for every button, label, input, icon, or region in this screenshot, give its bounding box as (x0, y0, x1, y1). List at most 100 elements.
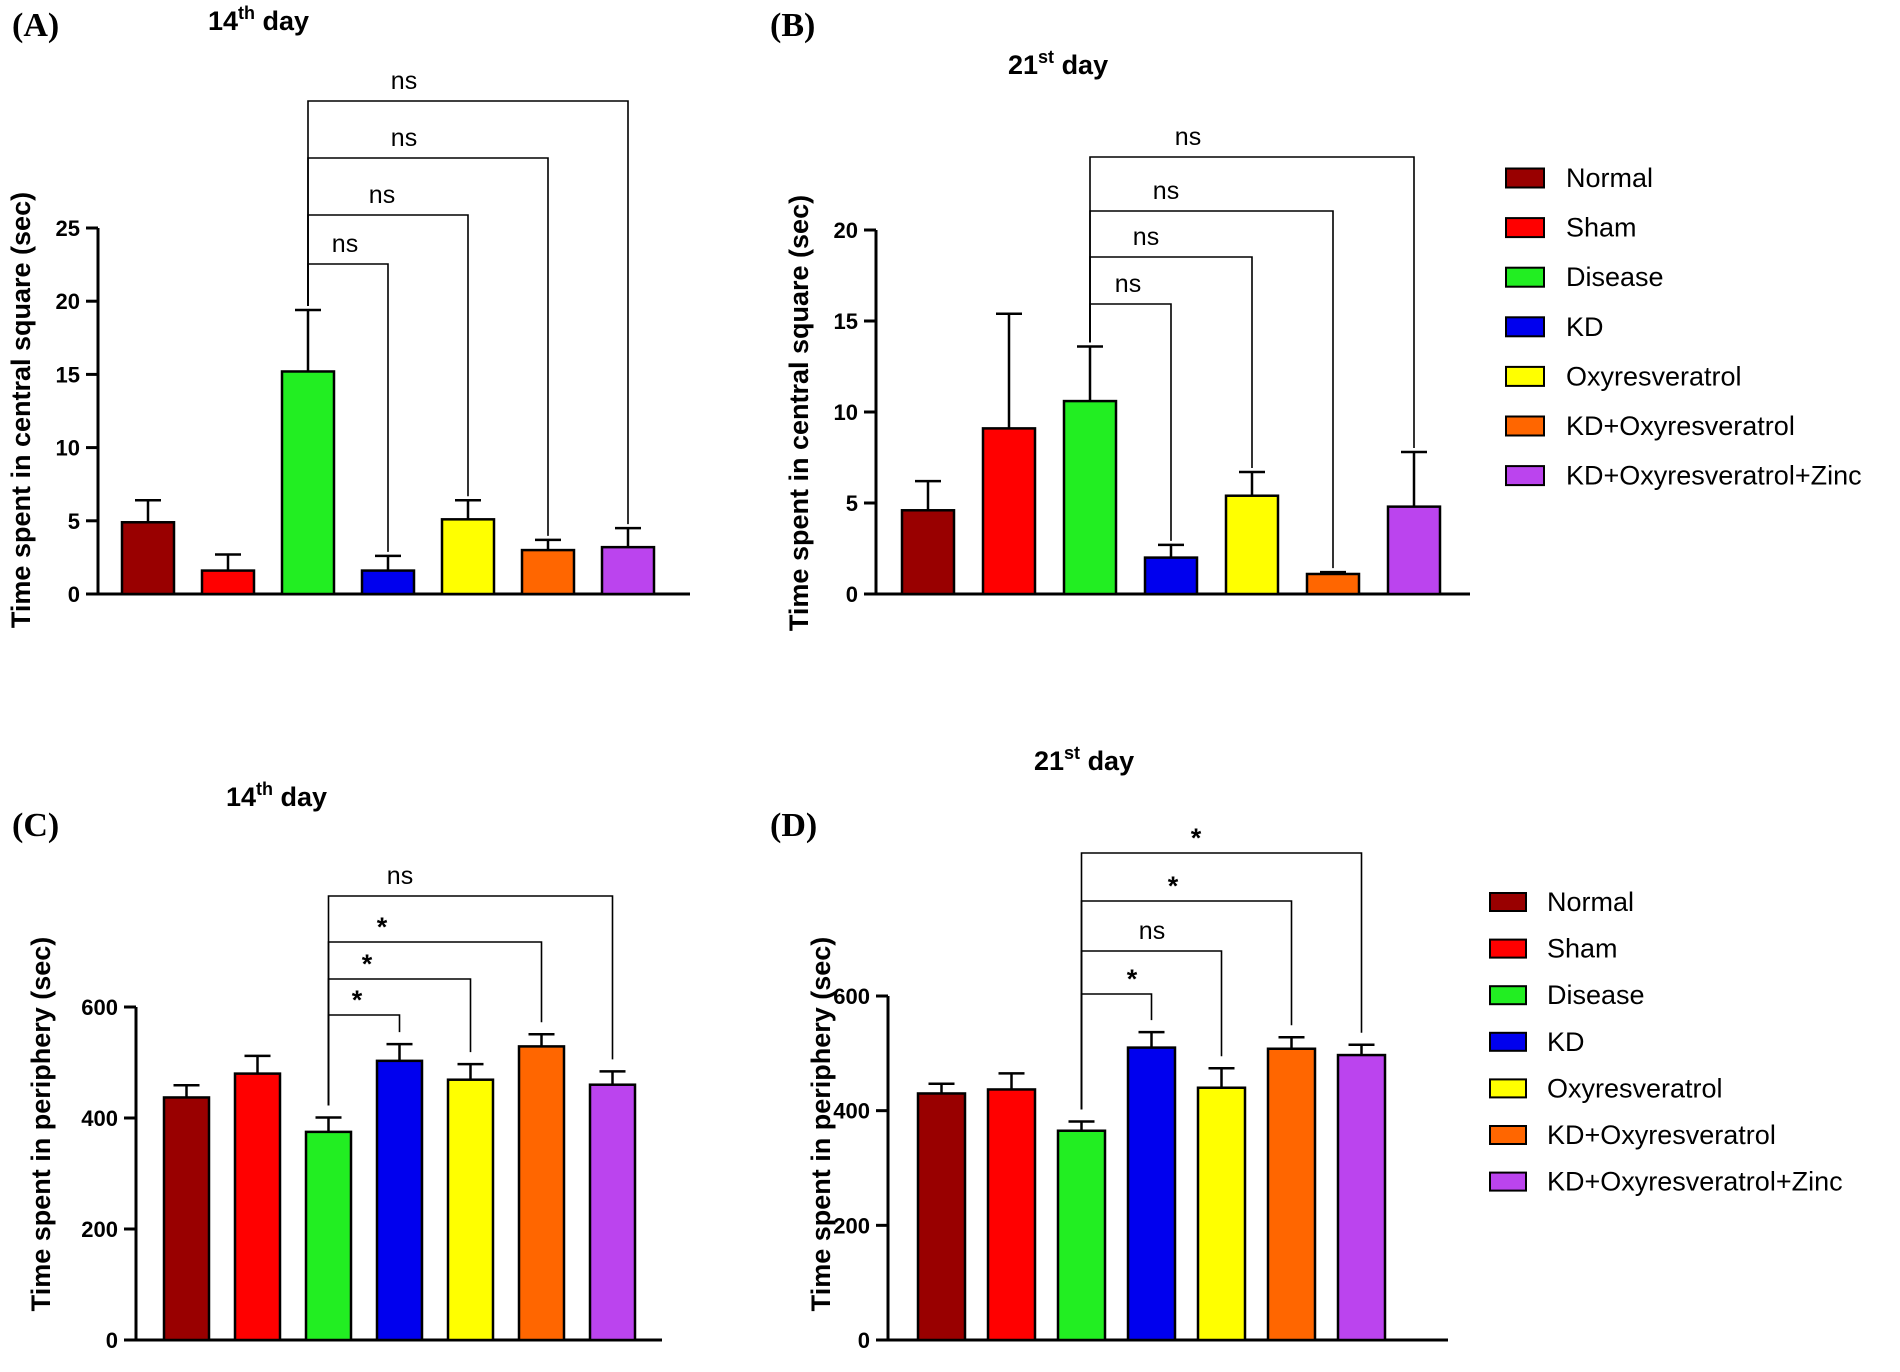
legend-label-2: Disease (1566, 262, 1664, 292)
y-tick-label: 5 (846, 491, 858, 516)
panel-letter: (B) (770, 7, 815, 44)
significance-label-0: ns (1115, 270, 1141, 298)
bar-6 (1336, 1053, 1387, 1342)
panel-title-rest: day (1080, 746, 1134, 776)
significance-bracket-2 (1089, 210, 1334, 569)
significance-label-1: ns (1133, 223, 1159, 251)
bar-2 (304, 1130, 353, 1342)
legend-swatch-4 (1505, 365, 1545, 387)
legend-1: Normal Sham Disease KD Oxyresveratrol KD+Oxyr… (1489, 887, 1843, 1197)
y-tick-label: 200 (833, 1213, 870, 1238)
y-tick-label: 0 (846, 582, 858, 607)
y-tick-label: 600 (81, 995, 118, 1020)
legend-label-1: Sham (1547, 934, 1618, 964)
legend-label-0: Normal (1547, 887, 1634, 917)
y-tick-label: 20 (834, 218, 858, 243)
panel-title-rest: day (255, 6, 309, 36)
legend-label-0: Normal (1566, 163, 1653, 193)
significance-bracket-3 (1089, 156, 1415, 449)
bar-0 (120, 521, 176, 596)
significance-label-3: * (1191, 823, 1202, 853)
panel-title-number: 14 (208, 6, 238, 36)
panel-title-superscript: th (238, 3, 255, 23)
bar-5 (520, 548, 576, 596)
panel-title-number: 21 (1034, 746, 1064, 776)
y-tick-label: 0 (68, 582, 80, 607)
bar-3 (360, 569, 416, 596)
legend-swatch-0 (1489, 892, 1527, 912)
y-tick-label: 0 (858, 1328, 870, 1353)
legend-swatch-3 (1489, 1031, 1527, 1052)
bar-1 (233, 1072, 282, 1342)
legend-0: Normal Sham Disease KD Oxyresveratrol KD+Oxyr… (1505, 163, 1862, 491)
legend-label-6: KD+Oxyresveratrol+Zinc (1566, 461, 1862, 491)
bar-3 (375, 1059, 424, 1342)
panel-letter: (D) (770, 807, 817, 844)
bar-4 (446, 1078, 495, 1342)
bar-2 (1062, 399, 1118, 596)
chart-panel-2: (C) 14th day Time spent in periphery (sec)… (12, 779, 662, 1353)
legend-label-6: KD+Oxyresveratrol+Zinc (1547, 1167, 1843, 1197)
legend-label-3: KD (1547, 1027, 1585, 1057)
chart-panel-0: (A) 14th day Time spent in central square … (6, 3, 690, 628)
chart-panel-1: (B) 21st day Time spent in central square … (770, 7, 1470, 631)
legend-swatch-1 (1489, 938, 1527, 959)
legend-label-4: Oxyresveratrol (1547, 1073, 1723, 1103)
significance-label-0: * (352, 985, 363, 1015)
bar-6 (600, 545, 656, 596)
significance-bracket-3 (307, 100, 629, 525)
y-tick-label: 20 (56, 289, 80, 314)
legend-label-1: Sham (1566, 213, 1637, 243)
significance-bracket-2 (327, 941, 543, 1106)
legend-swatch-3 (1505, 316, 1545, 338)
bar-0 (162, 1096, 211, 1342)
bar-6 (588, 1083, 637, 1342)
legend-label-5: KD+Oxyresveratrol (1566, 411, 1795, 441)
bar-1 (986, 1088, 1037, 1342)
bar-2 (1056, 1129, 1107, 1342)
bar-6 (1386, 505, 1442, 596)
significance-label-1: * (362, 949, 373, 979)
significance-label-2: ns (391, 124, 417, 152)
bar-3 (1126, 1046, 1177, 1342)
y-axis-label: Time spent in central square (sec) (784, 195, 814, 631)
bar-5 (1266, 1047, 1317, 1342)
significance-label-2: * (377, 912, 388, 942)
legend-label-3: KD (1566, 312, 1604, 342)
significance-label-1: ns (1139, 917, 1165, 945)
bar-1 (200, 569, 256, 596)
significance-bracket-2 (1080, 900, 1293, 1110)
legend-swatch-6 (1489, 1171, 1527, 1192)
y-tick-label: 10 (56, 436, 80, 461)
bar-0 (900, 509, 956, 596)
panel-title-superscript: st (1064, 743, 1080, 763)
significance-label-3: ns (1175, 123, 1201, 151)
y-tick-label: 15 (834, 309, 858, 334)
bar-5 (517, 1045, 566, 1342)
significance-label-3: ns (391, 67, 417, 95)
y-tick-label: 10 (834, 400, 858, 425)
significance-bracket-3 (1080, 852, 1363, 1110)
y-axis-label: Time spent in periphery (sec) (26, 937, 56, 1312)
bar-4 (1224, 494, 1280, 596)
panel-title: 14th day (226, 779, 327, 812)
y-tick-label: 5 (68, 509, 80, 534)
bar-0 (916, 1092, 967, 1342)
panel-title: 14th day (208, 3, 309, 36)
y-tick-label: 15 (56, 362, 80, 387)
legend-label-4: Oxyresveratrol (1566, 361, 1742, 391)
bar-5 (1305, 572, 1361, 596)
y-tick-label: 0 (106, 1328, 118, 1353)
panel-title-rest: day (273, 782, 327, 812)
bar-4 (440, 518, 496, 596)
y-tick-label: 200 (81, 1217, 118, 1242)
panel-title-superscript: st (1038, 47, 1054, 67)
panel-title: 21st day (1034, 743, 1134, 776)
legend-swatch-5 (1489, 1125, 1527, 1145)
significance-label-0: ns (332, 230, 358, 258)
legend-label-5: KD+Oxyresveratrol (1547, 1120, 1776, 1150)
legend-label-2: Disease (1547, 980, 1645, 1010)
legend-swatch-5 (1505, 415, 1545, 437)
